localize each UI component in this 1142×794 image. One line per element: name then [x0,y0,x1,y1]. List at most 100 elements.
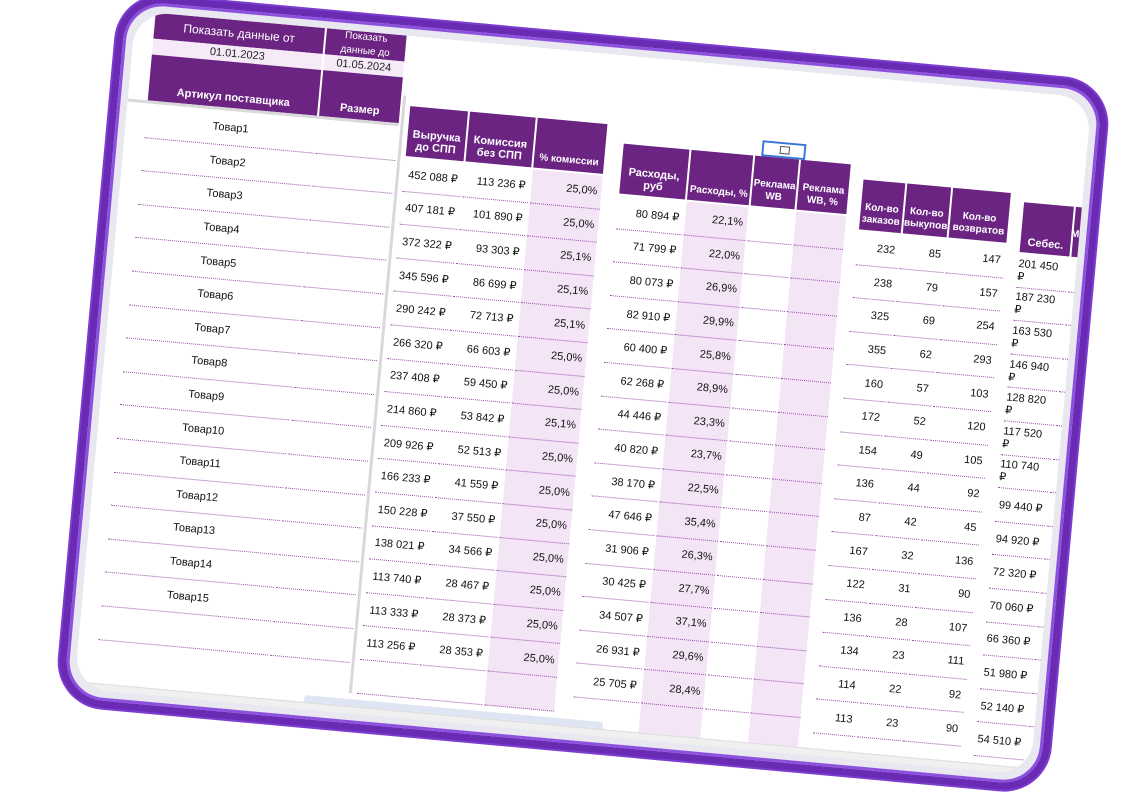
cell-ads-wb-pct[interactable] [778,378,831,417]
cell-cost[interactable]: 128 820 ₽ [1004,387,1058,426]
cell-buyouts[interactable]: 42 [875,502,923,541]
cell-ads-wb[interactable] [729,408,777,446]
cell-revenue[interactable]: 113 740 ₽ [365,559,427,599]
cell-orders[interactable]: 355 [846,331,892,369]
cell-ads-wb[interactable] [717,541,764,580]
cell-ads-wb[interactable] [735,341,783,379]
cell-cost[interactable]: 51 980 ₽ [979,655,1033,694]
cell-buyouts[interactable]: 28 [866,603,913,641]
cell-revenue[interactable]: 166 233 ₽ [375,459,436,498]
cell-ads-wb-pct[interactable] [762,546,816,585]
cell-expenses-pct[interactable]: 37,1% [647,603,712,643]
cell-ads-wb-pct[interactable] [765,512,819,551]
cell-returns[interactable]: 136 [917,540,979,580]
cell-returns[interactable]: 147 [945,239,1007,279]
cell-orders[interactable]: 232 [855,231,901,269]
cell-margin[interactable]: 6 39 [1031,660,1092,700]
cell-cost[interactable]: 94 920 ₽ [991,521,1045,560]
cell-ads-wb-pct[interactable] [750,679,804,718]
cell-buyouts[interactable]: 23 [863,636,910,675]
cell-ads-wb[interactable] [723,475,770,513]
cell-orders[interactable]: 325 [849,298,895,336]
cell-cost[interactable]: 72 320 ₽ [988,555,1042,594]
cell-revenue[interactable]: 209 926 ₽ [378,425,439,465]
cell-ads-wb[interactable] [720,508,767,546]
cell-returns[interactable]: 92 [905,674,967,714]
cell-expenses-pct[interactable]: 23,7% [662,435,728,475]
checkbox-icon[interactable] [779,145,791,155]
cell-returns[interactable]: 90 [914,574,976,613]
cell-margin[interactable]: 19 43 [1037,593,1092,634]
cell-expenses-pct[interactable]: 22,5% [659,469,725,509]
cell-ads-wb-pct[interactable] [793,211,847,250]
cell-cost[interactable]: 146 940 ₽ [1007,354,1061,393]
cell-ads-wb-pct[interactable] [775,412,828,451]
cell-size[interactable] [269,621,353,663]
cell-buyouts[interactable]: 69 [893,302,941,340]
cell-ads-wb-pct[interactable] [771,445,825,484]
cell-buyouts[interactable]: 31 [869,569,916,608]
cell-cost[interactable]: 54 510 ₽ [973,722,1027,761]
cell-ads-wb-pct[interactable] [784,311,837,350]
cell-cost[interactable]: 66 360 ₽ [982,621,1036,660]
cell-orders[interactable]: 114 [816,666,862,704]
cell-ads-wb-pct[interactable] [781,345,834,384]
cell-returns[interactable]: 103 [933,373,994,413]
cell-expenses-pct[interactable]: 22,1% [683,201,749,241]
cell-buyouts[interactable]: 79 [896,268,944,307]
cell-buyouts[interactable]: 22 [859,670,907,708]
cell-expenses-pct[interactable]: 29,6% [644,636,709,676]
cell-buyouts[interactable]: 52 [884,402,932,441]
cell-revenue[interactable]: 150 228 ₽ [372,492,433,532]
cell-orders[interactable]: 160 [843,365,889,403]
cell-cost[interactable]: 201 450 ₽ [1016,253,1070,292]
cell-returns[interactable]: 111 [908,640,970,680]
cell-buyouts[interactable]: 85 [899,235,947,273]
cell-margin[interactable]: 11 79 [1028,693,1092,734]
cell-expenses-pct[interactable]: 23,3% [665,402,731,442]
cell-cost[interactable]: 99 440 ₽ [995,488,1048,527]
cell-ads-wb[interactable] [707,642,755,680]
cell-cost[interactable]: 52 140 ₽ [976,688,1030,727]
cell-ads-wb-pct[interactable] [790,245,844,284]
cell-orders[interactable]: 167 [828,532,874,570]
cell-margin[interactable]: 12 92 [1034,626,1092,667]
cell-buyouts[interactable]: 62 [890,335,938,374]
cell-buyouts[interactable]: 23 [856,703,904,742]
cell-expenses-pct[interactable]: 35,4% [656,502,722,542]
cell-expenses-pct[interactable]: 27,7% [650,569,716,609]
cell-ads-wb[interactable] [732,374,780,413]
cell-ads-wb[interactable] [744,240,792,279]
cell-ads-wb[interactable] [738,307,786,346]
cell-margin[interactable] [1022,760,1092,776]
cell-buyouts[interactable]: 32 [872,536,920,574]
cell-expenses-pct[interactable]: 28,9% [668,368,734,408]
cell-returns[interactable]: 45 [921,507,982,546]
cell-margin[interactable]: 35 16 [1049,459,1092,500]
cell-ads-wb-pct[interactable] [787,278,841,317]
cell-revenue[interactable]: 138 021 ₽ [369,525,430,565]
cell-ads-wb[interactable] [747,207,795,245]
cell-cost[interactable]: 163 530 ₽ [1010,320,1064,359]
cell-orders[interactable]: 136 [822,599,868,637]
cell-commission[interactable] [416,665,486,705]
cell-revenue[interactable] [356,659,418,699]
cell-returns[interactable]: 92 [924,473,985,513]
cell-orders[interactable]: 172 [840,398,886,436]
cell-orders[interactable]: 136 [834,465,880,503]
cell-margin[interactable]: 36 91 [1043,526,1092,567]
cell-cost[interactable]: 187 230 ₽ [1013,287,1067,326]
cell-expenses-pct[interactable]: 26,3% [653,536,719,576]
cell-margin[interactable]: 32 34 [1046,492,1092,533]
cell-buyouts[interactable]: 49 [881,436,929,474]
cell-buyouts[interactable]: 57 [887,369,935,407]
cell-orders[interactable]: 154 [837,432,883,470]
cell-returns[interactable]: 107 [911,607,973,647]
cell-cost[interactable]: 110 740 ₽ [998,454,1051,493]
cell-ads-wb-pct[interactable] [759,579,813,618]
cell-expenses-pct[interactable]: 29,9% [674,301,740,342]
cell-returns[interactable]: 254 [939,306,1001,346]
cell-orders[interactable]: 87 [831,498,877,537]
cell-ads-wb-pct[interactable] [753,646,807,685]
cell-ads-wb[interactable] [726,441,774,480]
